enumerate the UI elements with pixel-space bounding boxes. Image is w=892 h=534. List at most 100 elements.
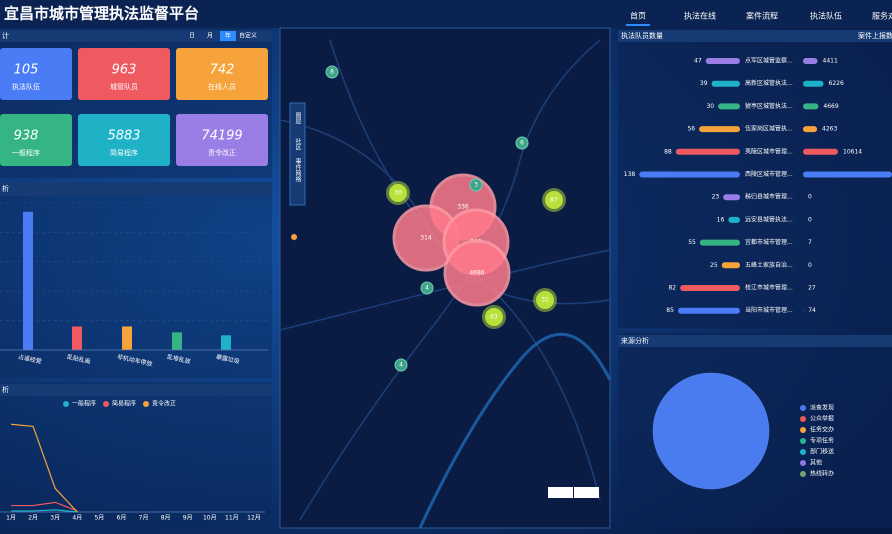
panel (0, 182, 272, 378)
team-name: 枝江市城市管理... (745, 284, 793, 292)
member-bar (723, 194, 740, 201)
panel-title: 案件上报数 (858, 31, 892, 40)
nav-item[interactable]: 服务对 (872, 11, 892, 21)
cluster-marker[interactable] (325, 65, 339, 79)
case-value: 4263 (822, 126, 837, 133)
case-value: 6226 (829, 80, 844, 87)
case-value: 0 (808, 216, 812, 223)
panel-title: 来源分析 (621, 336, 649, 345)
member-bar (699, 239, 740, 246)
member-value: 25 (710, 262, 718, 269)
member-value: 82 (668, 285, 676, 292)
panel-title: 析 (2, 184, 9, 193)
case-bar (803, 148, 838, 155)
team-name: 五峰土家族自治... (745, 261, 793, 269)
cluster-count: 4 (399, 362, 403, 369)
tab-active (220, 31, 236, 41)
member-value: 47 (694, 58, 702, 65)
line-series (10, 423, 78, 513)
stat-card (78, 114, 170, 166)
member-value: 39 (700, 80, 708, 87)
member-bar (728, 216, 740, 223)
cluster-count: 63 (490, 314, 498, 321)
panel-header (0, 182, 272, 196)
member-value: 138 (624, 171, 636, 178)
team-name: 宜都市城市管理... (745, 238, 793, 246)
pie-slice (652, 372, 770, 490)
map-button[interactable] (548, 487, 573, 498)
stat-label: 责令改正 (208, 148, 236, 157)
tab[interactable]: 年 (225, 32, 231, 40)
map-button[interactable] (574, 487, 599, 498)
team-name: 西陵区城市管理... (745, 170, 793, 178)
stat-value: 963 (112, 63, 137, 78)
case-value: 74 (808, 307, 816, 314)
stat-card (176, 48, 268, 100)
cluster-marker[interactable] (469, 178, 483, 192)
cluster-marker[interactable] (485, 308, 503, 326)
map-tool[interactable]: 事件网格 (294, 157, 301, 183)
cluster-count: 30 (394, 190, 402, 197)
case-bar (803, 80, 824, 87)
cluster-count: 6 (520, 140, 524, 147)
cluster-marker[interactable] (389, 184, 407, 202)
member-bar (639, 171, 740, 178)
stat-card (78, 48, 170, 100)
team-name: 远安县城管执法... (745, 215, 793, 223)
tab[interactable]: 月 (207, 33, 213, 40)
nav-item[interactable]: 执法队伍 (810, 11, 842, 21)
cluster-count: 336 (457, 204, 469, 211)
case-value: 10614 (843, 148, 862, 155)
stat-label: 一般程序 (12, 148, 40, 157)
cluster-count: 4 (425, 285, 429, 292)
tab[interactable]: 日 (189, 33, 195, 40)
nav-item[interactable]: 案件流程 (746, 11, 778, 21)
bar (221, 335, 231, 350)
panel-header (618, 335, 892, 347)
map-button-label[interactable]: 热力图 (577, 488, 595, 496)
legend-label: 简易程序 (112, 400, 136, 408)
cluster-marker[interactable] (515, 136, 529, 150)
member-bar (721, 262, 740, 269)
stat-label: 简易程序 (110, 148, 138, 157)
legend-swatch (800, 416, 806, 422)
legend-label: 其他 (810, 459, 822, 467)
stat-value: 74199 (201, 129, 242, 144)
page-title: 宜昌市城市管理执法监督平台 (4, 5, 199, 23)
nav-item[interactable]: 执法在线 (684, 11, 716, 21)
map-button-label[interactable]: 聚类图 (551, 488, 569, 496)
cluster-marker[interactable] (443, 239, 511, 307)
legend-label: 一般程序 (72, 400, 96, 408)
nav-item[interactable]: 首页 (630, 11, 646, 21)
cluster-marker[interactable] (545, 191, 563, 209)
cluster-marker[interactable] (394, 358, 408, 372)
tab[interactable]: 自定义 (239, 32, 257, 40)
panel-header (618, 30, 892, 42)
stat-card (0, 48, 72, 100)
map-tool[interactable]: 图层 (294, 112, 301, 125)
member-bar (705, 58, 740, 64)
case-bar (803, 171, 892, 178)
legend-swatch (63, 401, 69, 407)
stat-card (0, 114, 72, 166)
cluster-marker[interactable] (420, 281, 434, 295)
x-tick-label: 12月 (247, 515, 261, 522)
x-tick-label: 6月 (117, 515, 127, 522)
panel-header (0, 30, 272, 42)
case-value: 0 (808, 262, 812, 269)
cluster-count: 87 (550, 197, 558, 204)
stat-value: 938 (14, 129, 39, 144)
bar (122, 326, 132, 350)
x-tick-label: 1月 (6, 515, 16, 522)
bar (72, 326, 82, 350)
team-name: 秭归县城市管理... (745, 193, 793, 201)
panel-title: 计 (2, 31, 9, 40)
cluster-marker[interactable] (536, 291, 554, 309)
header-bar (0, 0, 892, 28)
map-tool[interactable]: 社区 (294, 137, 301, 150)
legend-label: 公众举报 (810, 415, 834, 423)
x-tick-label: 3月 (50, 515, 60, 522)
map-toolbar (289, 102, 306, 206)
legend-label: 热线转办 (810, 470, 834, 478)
